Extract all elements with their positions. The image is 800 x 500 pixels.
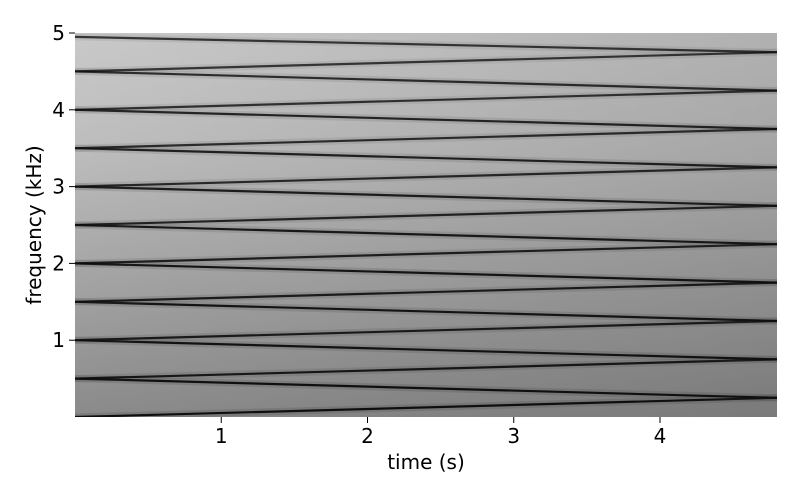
x-axis-label: time (s)	[387, 450, 465, 474]
y-tick-label: 1	[52, 328, 65, 352]
frequency-line-4	[75, 319, 777, 342]
frequency-line-13	[75, 147, 777, 169]
frequency-line-5	[75, 300, 777, 323]
frequency-line-18	[75, 51, 777, 73]
frequency-line-14	[75, 127, 777, 150]
frequency-line-12	[75, 166, 777, 188]
frequency-line-3	[75, 339, 777, 361]
x-tick-label: 2	[361, 424, 374, 448]
frequency-line-9	[75, 223, 777, 246]
frequency-line-19	[75, 35, 777, 54]
x-tick-label: 1	[215, 424, 228, 448]
y-axis-label: frequency (kHz)	[22, 145, 46, 304]
frequency-line-1	[75, 377, 777, 399]
y-tick-label: 4	[52, 98, 65, 122]
y-tick-label: 5	[52, 21, 65, 45]
x-tick-label: 3	[507, 424, 520, 448]
frequency-line-10	[75, 204, 777, 227]
x-tick-label: 4	[654, 424, 667, 448]
y-tick-label: 2	[52, 251, 65, 275]
plot-shading	[75, 33, 777, 417]
frequency-lines	[75, 33, 777, 417]
frequency-line-17	[75, 70, 777, 92]
frequency-line-2	[75, 358, 777, 380]
axis-ticks: 1 2 3 4 1 2 3 4 5	[52, 21, 666, 448]
frequency-line-15	[75, 108, 777, 131]
frequency-line-6	[75, 281, 777, 303]
frequency-line-16	[75, 89, 777, 111]
frequency-line-11	[75, 185, 777, 207]
y-tick-label: 3	[52, 175, 65, 199]
frequency-line-8	[75, 243, 777, 265]
frequency-line-0	[75, 396, 777, 417]
frequency-line-7	[75, 262, 777, 284]
